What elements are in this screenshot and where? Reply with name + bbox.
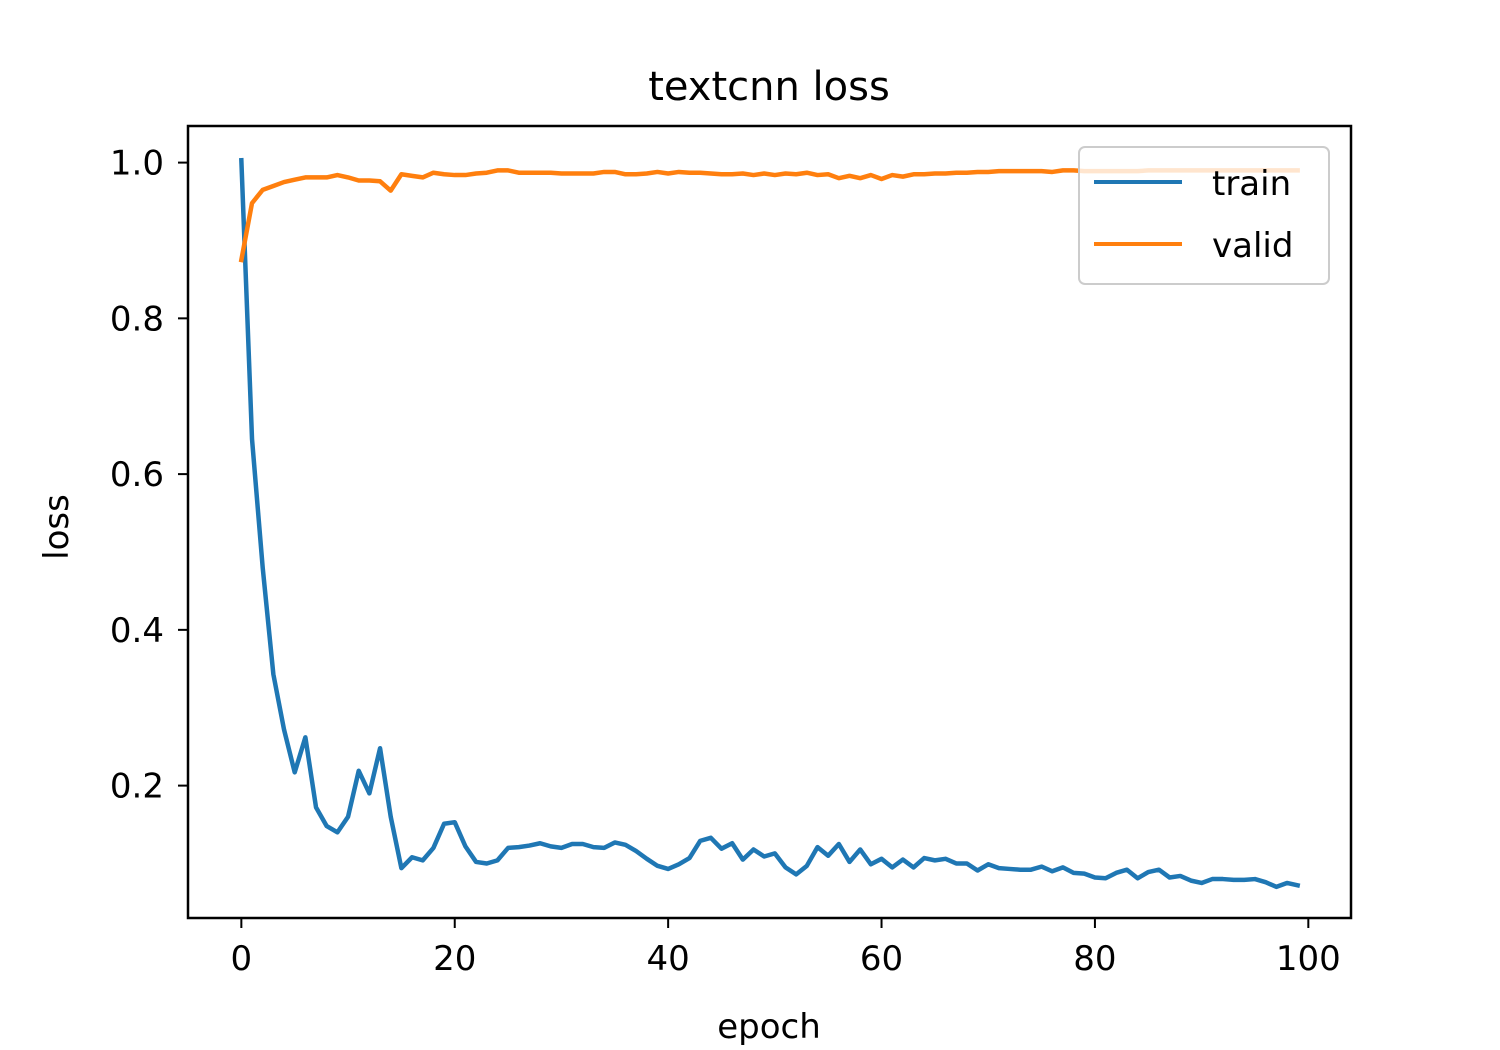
y-axis: 0.2 0.4 0.6 0.8 1.0 [110,144,188,807]
x-tick-label: 40 [647,939,690,979]
x-axis-label: epoch [717,1007,821,1047]
series-line-train [239,157,1301,890]
x-tick-label: 60 [860,939,903,979]
chart-title: textcnn loss [648,64,890,110]
y-tick-label: 0.4 [110,611,164,651]
x-tick-label: 80 [1073,939,1116,979]
y-tick-label: 1.0 [110,144,164,184]
y-tick-label: 0.6 [110,455,164,495]
legend-valid-label: valid [1212,226,1293,266]
x-tick-label: 100 [1276,939,1341,979]
y-axis-label: loss [37,494,77,560]
x-tick-label: 20 [433,939,476,979]
x-tick-label: 0 [231,939,253,979]
legend-train-label: train [1212,164,1291,204]
legend: train valid [1078,146,1330,285]
y-tick-label: 0.8 [110,299,164,339]
plot-frame [186,124,1353,920]
y-tick-label: 0.2 [110,767,164,807]
x-axis: 0 20 40 60 80 100 [231,918,1341,979]
